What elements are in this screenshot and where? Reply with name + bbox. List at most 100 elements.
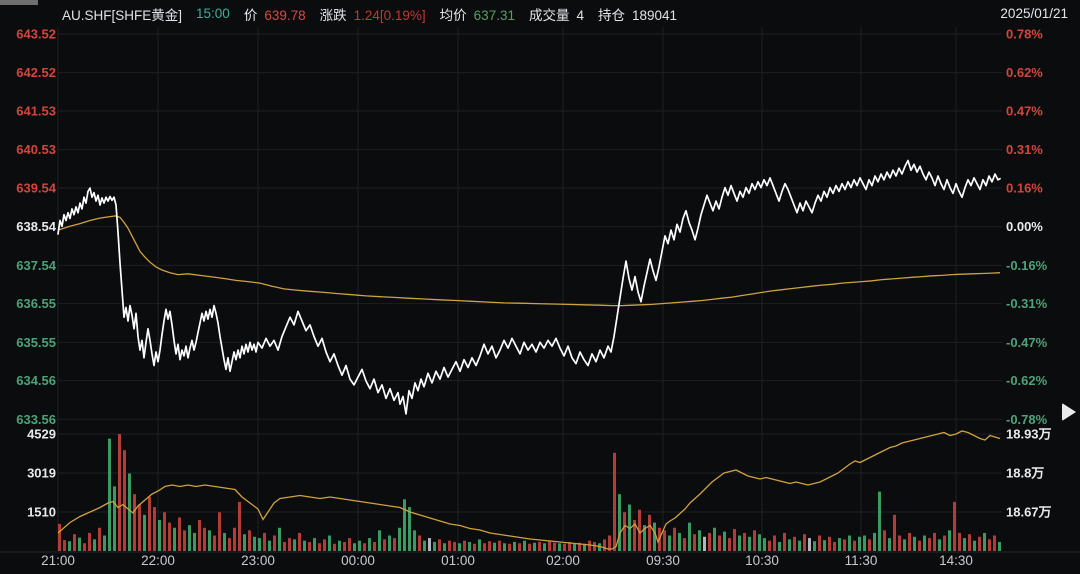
open-interest-axis-labels: 18.93万 18.8万 18.67万 — [1006, 427, 1052, 520]
volume-bar — [498, 540, 501, 551]
volume-bar — [338, 540, 341, 551]
volume-bar — [978, 536, 981, 551]
volume-bar — [998, 541, 1001, 551]
volume-bar — [438, 539, 441, 551]
volume-bar — [603, 539, 606, 551]
volume-bar — [68, 541, 71, 551]
volume-bar — [758, 534, 761, 551]
volume-bar — [483, 543, 486, 551]
volume-bar — [548, 541, 551, 551]
volume-bar — [348, 538, 351, 551]
volume-bar — [653, 522, 656, 551]
volume-bar — [443, 543, 446, 551]
quote-time: 15:00 — [196, 6, 230, 21]
volume-bar — [358, 540, 361, 551]
volume-bar — [513, 541, 516, 551]
volume-bar — [943, 535, 946, 551]
volume-bar — [808, 538, 811, 551]
volume-bar — [343, 541, 346, 551]
change-label: 涨跌 — [319, 7, 347, 23]
volume-bar — [378, 530, 381, 551]
volume-bar — [723, 531, 726, 551]
window-edge-strip — [0, 0, 38, 5]
percent-tick-label: 0.78% — [1006, 27, 1043, 42]
volume-bar — [898, 535, 901, 551]
volume-bar — [228, 538, 231, 551]
volume-bar — [413, 530, 416, 551]
time-tick-label: 11:30 — [845, 553, 878, 568]
volume-bar — [703, 536, 706, 551]
volume-bar — [278, 527, 281, 551]
volume-bar — [418, 535, 421, 551]
volume-bar — [958, 532, 961, 551]
price-tick-label: 640.53 — [16, 142, 56, 157]
time-tick-label: 14:30 — [939, 553, 973, 568]
volume-bar — [293, 539, 296, 551]
volume-bar — [383, 539, 386, 551]
volume-bar — [133, 494, 136, 551]
price-tick-label: 638.54 — [16, 219, 57, 234]
volume-bar — [928, 538, 931, 551]
scroll-right-arrow[interactable] — [1062, 403, 1076, 421]
volume-bar — [778, 541, 781, 551]
volume-bar — [308, 541, 311, 551]
volume-field: 成交量 4 — [529, 4, 584, 24]
volume-bar — [468, 541, 471, 551]
volume-bar — [408, 507, 411, 551]
volume-bar — [613, 452, 616, 551]
volume-bar — [833, 541, 836, 551]
volume-bar — [738, 535, 741, 551]
volume-bar — [388, 535, 391, 551]
percent-tick-label: -0.31% — [1006, 296, 1048, 311]
volume-bar — [73, 534, 76, 551]
volume-bar — [843, 539, 846, 551]
volume-bar — [668, 535, 671, 551]
price-tick-label: 639.54 — [16, 180, 57, 195]
volume-bar — [803, 534, 806, 551]
volume-bar — [123, 450, 126, 551]
volume-bar — [673, 527, 676, 551]
volume-bar — [848, 535, 851, 551]
volume-bar — [798, 540, 801, 551]
volume-bar — [983, 532, 986, 551]
volume-bar — [198, 519, 201, 551]
price-tick-label: 641.53 — [16, 103, 56, 118]
volume-bar — [273, 535, 276, 551]
volume-bar — [643, 525, 646, 551]
volume-bar — [303, 540, 306, 551]
volume-bar — [968, 534, 971, 551]
oi-tick-label: 18.93万 — [1006, 427, 1052, 442]
volume-bar — [683, 538, 686, 551]
volume-bar — [678, 532, 681, 551]
volume-bar — [238, 501, 241, 551]
volume-bar — [113, 486, 116, 551]
volume-bar — [333, 543, 336, 551]
volume-bar — [218, 512, 221, 551]
volume-bar — [873, 532, 876, 551]
time-axis-labels: 21:00 22:00 23:00 00:00 01:00 02:00 09:30 10:30… — [41, 553, 973, 568]
last-price-value: 639.78 — [264, 7, 306, 23]
volume-bar — [223, 532, 226, 551]
trade-date: 2025/01/21 — [1000, 6, 1068, 21]
volume-bar — [733, 529, 736, 551]
volume-bar — [773, 535, 776, 551]
volume-bar — [588, 540, 591, 551]
volume-bar — [328, 535, 331, 551]
volume-bar — [148, 496, 151, 551]
price-tick-label: 642.52 — [16, 65, 56, 80]
volume-bar — [208, 530, 211, 551]
volume-bar — [318, 543, 321, 551]
volume-bar — [698, 530, 701, 551]
volume-bar — [108, 438, 111, 551]
percent-tick-label: 0.31% — [1006, 142, 1043, 157]
last-price-field: 价 639.78 — [244, 4, 306, 24]
volume-bar — [568, 541, 571, 551]
volume-bar — [323, 539, 326, 551]
volume-bar — [938, 539, 941, 551]
volume-value: 4 — [576, 7, 584, 23]
volume-bar — [993, 535, 996, 551]
open-interest-label: 持仓 — [597, 7, 625, 23]
volume-bar — [838, 538, 841, 551]
volume-bar — [423, 540, 426, 551]
